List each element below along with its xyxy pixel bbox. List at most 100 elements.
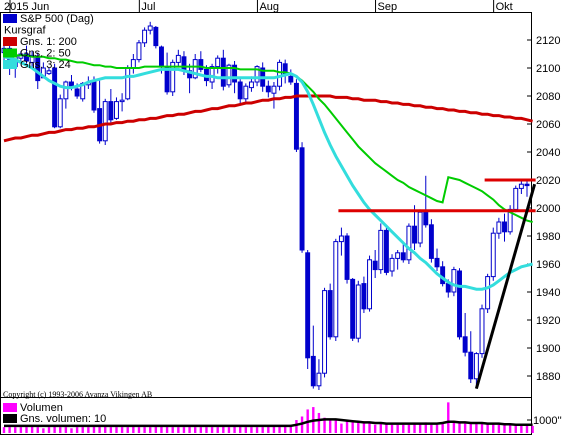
- volume-bar: [357, 422, 360, 433]
- candle-body: [445, 283, 451, 293]
- volume-bar: [2, 427, 6, 433]
- copyright-text: Copyright (c) 1993-2006 Avanza Vikingen …: [3, 390, 152, 399]
- volume-bar: [120, 427, 124, 433]
- candle-body: [215, 57, 221, 68]
- volume-bar: [143, 427, 146, 433]
- volume-bar: [441, 423, 444, 433]
- candle-body: [63, 81, 69, 100]
- volume-bar: [396, 424, 399, 433]
- volume-bar: [463, 423, 467, 433]
- candle-body: [412, 225, 417, 244]
- candle-body: [288, 75, 294, 83]
- volume-bar: [165, 425, 169, 433]
- x-tick-label: Aug: [259, 1, 279, 13]
- volume-bar: [430, 424, 433, 433]
- legend-label: Gns. 2: 50: [20, 48, 71, 60]
- candle-body: [24, 53, 29, 62]
- candle-body: [299, 147, 305, 251]
- volume-bar: [194, 427, 197, 433]
- volume-bar: [435, 424, 439, 433]
- candle-body: [271, 85, 277, 94]
- volume-bar: [418, 423, 422, 433]
- volume-bar: [177, 427, 180, 433]
- candle-body: [428, 224, 434, 259]
- volume-bar: [469, 423, 472, 433]
- candle-body: [181, 56, 187, 72]
- candle-body: [502, 221, 507, 233]
- volume-bar: [475, 422, 478, 433]
- y-tick-label: 1980: [536, 231, 560, 243]
- candle-body: [457, 270, 462, 338]
- candle-body: [232, 64, 238, 83]
- volume-bar: [87, 427, 90, 433]
- volume-bar: [373, 424, 377, 433]
- legend-swatch: [3, 60, 17, 69]
- legend-swatch: [3, 48, 17, 58]
- candle-body: [265, 85, 271, 93]
- volume-bar: [47, 427, 51, 433]
- y-tick-label: 1880: [536, 371, 560, 383]
- volume-bar: [452, 421, 456, 433]
- candle-body: [355, 284, 361, 339]
- candle-body: [57, 98, 63, 128]
- volume-bar: [149, 427, 152, 433]
- ma50-line: [4, 54, 533, 223]
- x-tick-label: Sep: [378, 1, 398, 13]
- volume-bar: [199, 427, 203, 433]
- volume-bar: [104, 425, 107, 433]
- volume-bar: [19, 427, 23, 433]
- chart-frame: [0, 12, 532, 435]
- candle-body: [406, 225, 412, 261]
- volume-bar: [132, 425, 135, 433]
- volume-legend-label: Volumen: [20, 402, 63, 414]
- y-tick-label: 1960: [536, 259, 560, 271]
- candle-body: [220, 57, 226, 87]
- volume-bar: [36, 427, 39, 433]
- volume-bar: [227, 427, 231, 433]
- candle-body: [114, 101, 119, 119]
- legend-swatch: [3, 14, 17, 23]
- candle-body: [473, 353, 479, 380]
- candle-body: [513, 187, 519, 210]
- volume-bar: [508, 424, 512, 433]
- volume-bar: [525, 425, 529, 433]
- volume-bar: [514, 424, 517, 433]
- candle-body: [389, 257, 395, 272]
- volume-bar: [126, 427, 129, 433]
- candle-body: [316, 372, 322, 387]
- candle-body: [153, 26, 159, 47]
- volume-bar: [109, 427, 113, 433]
- volume-legend-label: Gns. volumen: 10: [20, 413, 106, 425]
- volume-bar: [351, 422, 354, 433]
- volume-bar: [458, 422, 461, 433]
- volume-bar: [328, 420, 332, 433]
- legend-swatch: [3, 37, 17, 46]
- volume-bar: [295, 420, 298, 433]
- candle-body: [293, 82, 299, 150]
- candle-body: [338, 235, 344, 243]
- volume-bar: [368, 422, 371, 433]
- candle-body: [243, 85, 249, 100]
- candle-body: [209, 66, 215, 83]
- candle-body: [29, 54, 35, 63]
- volume-bar: [407, 424, 411, 433]
- volume-bar: [413, 423, 416, 433]
- candle-body: [310, 355, 316, 387]
- volume-bar: [486, 423, 489, 433]
- candle-body: [74, 88, 80, 97]
- volume-bar: [182, 427, 186, 433]
- volume-bar: [272, 425, 276, 433]
- volume-bar: [261, 427, 264, 433]
- candle-body: [130, 59, 136, 69]
- candle-body: [451, 269, 457, 293]
- candle-body: [175, 54, 181, 63]
- volume-bar: [8, 425, 11, 433]
- candle-body: [125, 67, 131, 100]
- volume-bar: [137, 427, 141, 433]
- volume-bar: [205, 427, 208, 433]
- x-axis-labels: 2015 Jun Jul Aug Sep Okt: [4, 0, 513, 13]
- x-tick-label: Okt: [496, 1, 513, 13]
- volume-bar: [53, 425, 56, 433]
- volume-bar: [379, 423, 382, 433]
